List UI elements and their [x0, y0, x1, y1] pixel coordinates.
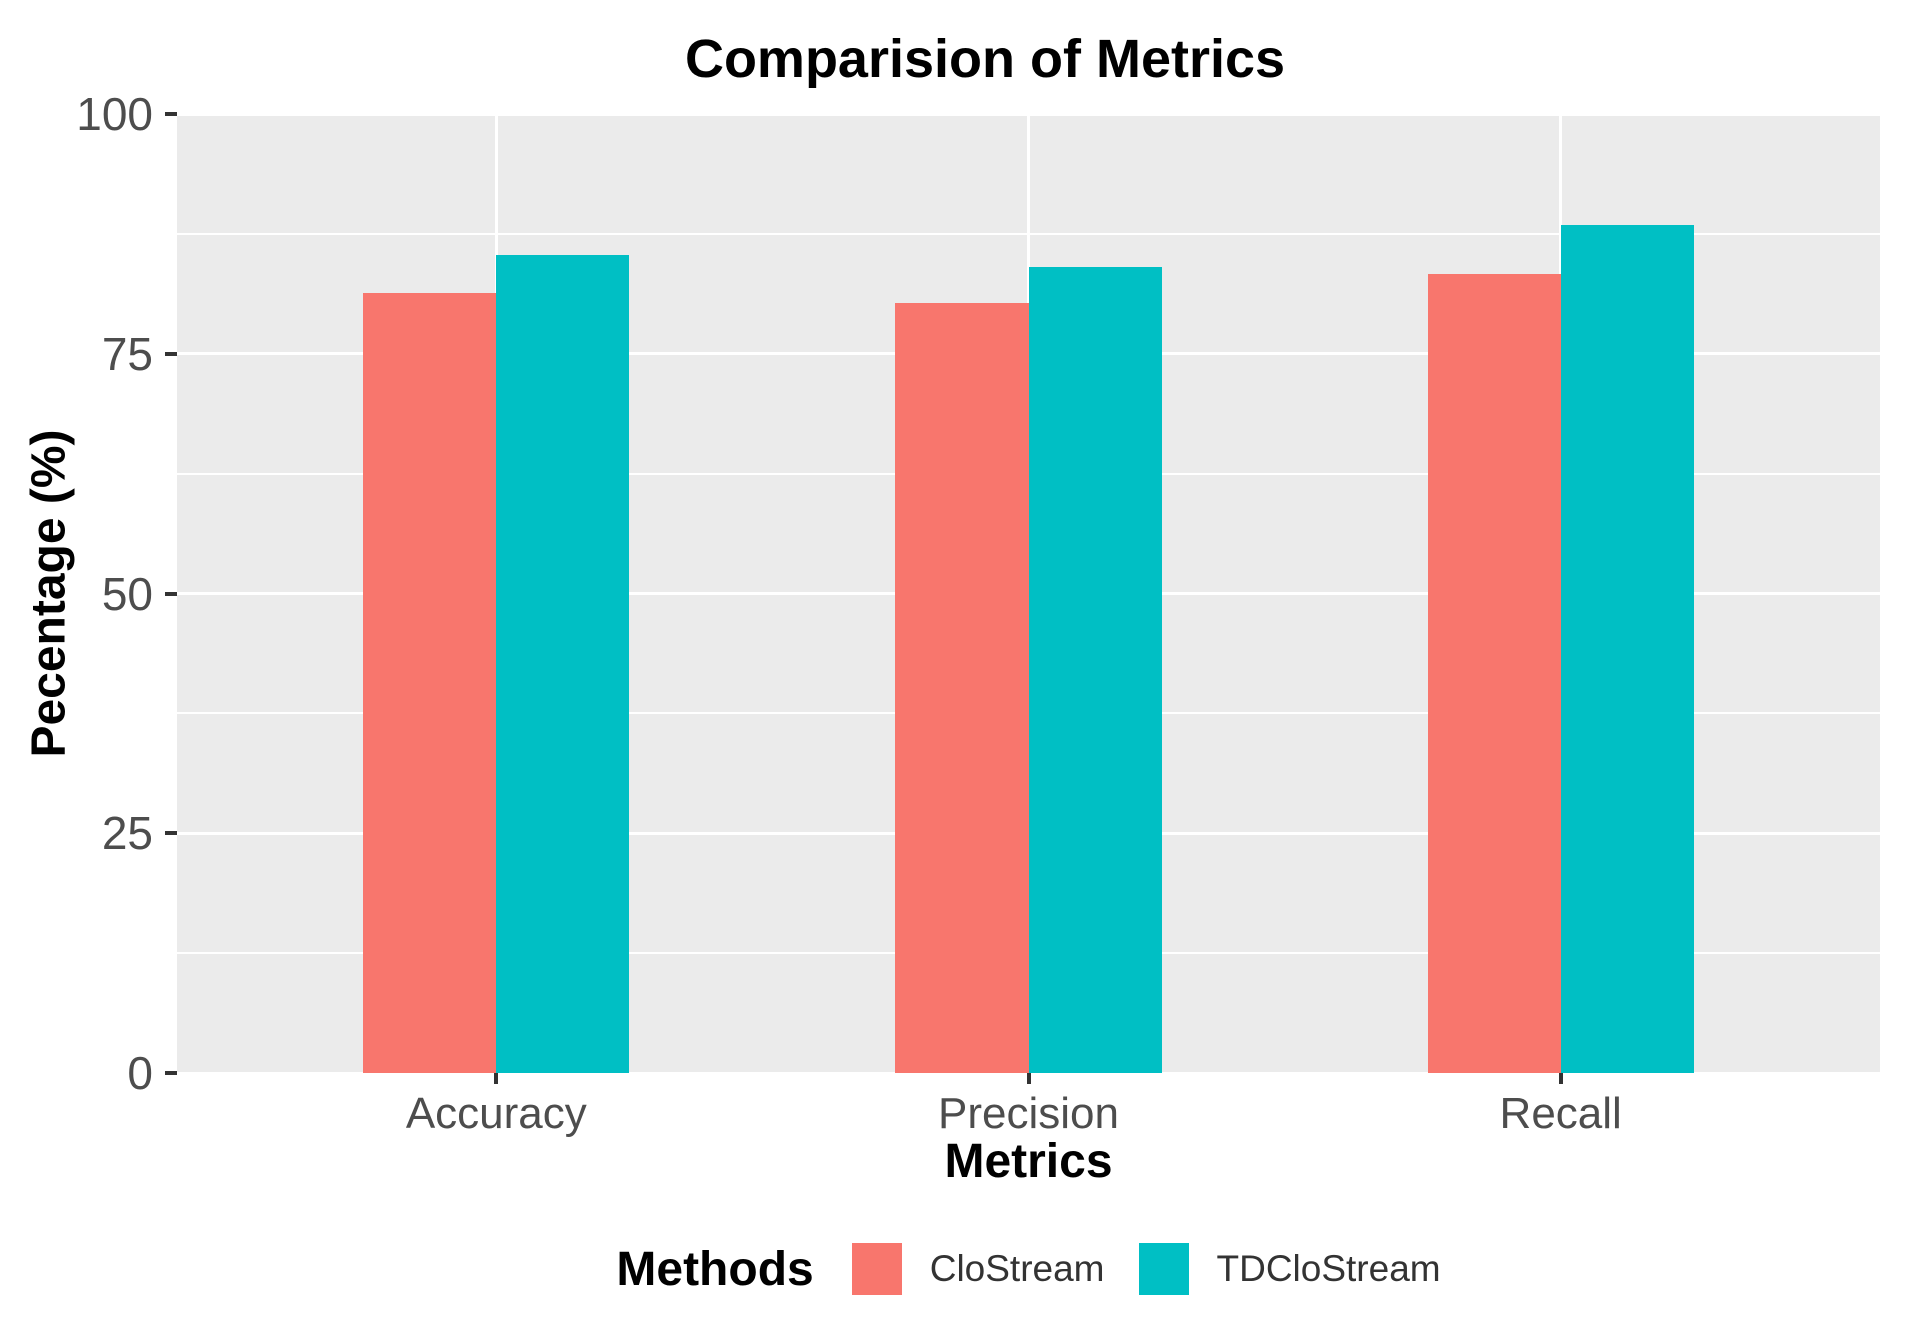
bar-tdclostream-precision [1028, 267, 1162, 1073]
bar-clostream-recall [1427, 274, 1561, 1073]
x-axis: Accuracy Precision Recall [177, 1073, 1880, 1143]
x-tick-label: Accuracy [405, 1089, 587, 1138]
x-tick-mark [1558, 1073, 1563, 1084]
bar-tdclostream-accuracy [496, 254, 630, 1073]
y-tick-label: 0 [127, 1047, 153, 1099]
y-tick-label: 100 [76, 88, 153, 140]
y-tick-label: 75 [101, 327, 153, 380]
legend-title: Methods [616, 1242, 814, 1296]
plot-panel [177, 114, 1880, 1073]
bar-tdclostream-recall [1560, 225, 1694, 1073]
y-tick-mark [165, 112, 177, 116]
legend-label: CloStream [929, 1248, 1105, 1289]
y-tick-mark [165, 351, 177, 356]
y-tick-label: 50 [101, 567, 153, 620]
y-tick-mark [165, 591, 177, 596]
legend: Methods CloStream TDCloStream [177, 1232, 1880, 1306]
chart-title: Comparision of Metrics [684, 29, 1286, 89]
x-tick-mark [1026, 1073, 1031, 1084]
bar-clostream-precision [895, 302, 1029, 1073]
bar-clostream-accuracy [363, 293, 497, 1073]
legend-label: TDCloStream [1216, 1248, 1441, 1289]
y-tick-label: 25 [101, 807, 153, 860]
x-axis-title: Metrics [944, 1135, 1113, 1188]
y-tick-mark [165, 831, 177, 836]
legend-item-tdclostream: TDCloStream [1138, 1243, 1441, 1295]
y-axis: 0 25 50 75 100 [0, 88, 177, 1099]
x-tick-mark [494, 1073, 499, 1084]
x-tick-label: Recall [1499, 1089, 1622, 1138]
legend-swatch-tdclostream [1138, 1243, 1189, 1295]
y-tick-mark [165, 1071, 177, 1075]
x-tick-label: Precision [938, 1089, 1119, 1138]
legend-swatch-clostream [851, 1243, 902, 1295]
legend-item-clostream: CloStream [851, 1243, 1105, 1295]
